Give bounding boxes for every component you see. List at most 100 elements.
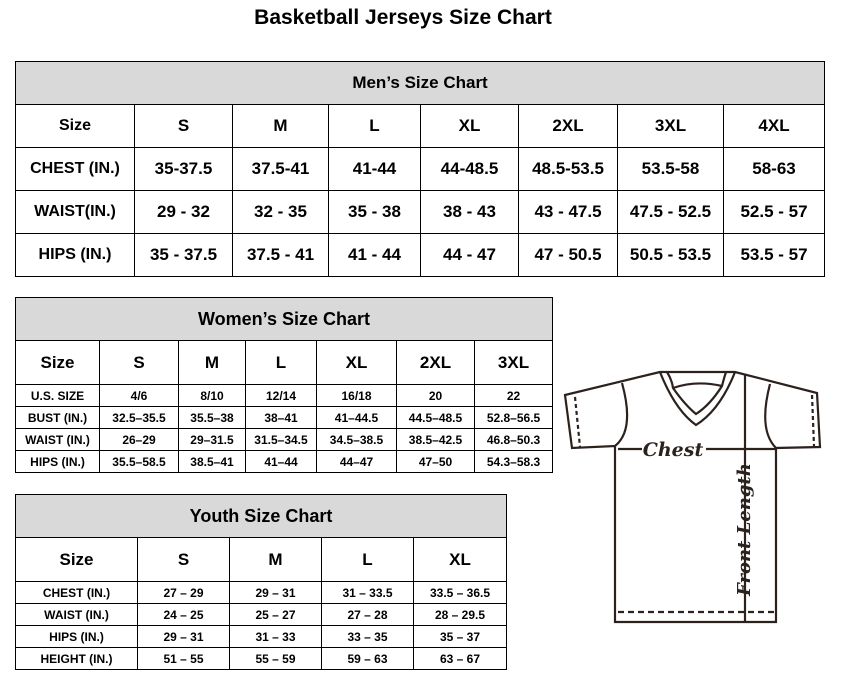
table-cell: 44 - 47 <box>420 233 519 277</box>
row-label: Size <box>15 104 135 148</box>
left-armhole <box>614 382 629 447</box>
table-cell: L <box>328 104 421 148</box>
row-label: Size <box>15 537 138 582</box>
table-cell: M <box>232 104 329 148</box>
table-cell: S <box>134 104 233 148</box>
collar <box>658 371 737 427</box>
youth-table-title: Youth Size Chart <box>14 494 508 538</box>
table-cell: 22 <box>473 384 554 407</box>
right-armhole <box>764 383 777 449</box>
page-title: Basketball Jerseys Size Chart <box>254 6 552 29</box>
youth-size-table: Youth Size Chart Size S M L XL CHEST (IN.) 27 … <box>14 494 508 670</box>
table-cell: 37.5 - 41 <box>232 233 329 277</box>
table-cell: 58-63 <box>722 147 826 191</box>
table-cell: 47–50 <box>396 450 475 473</box>
table-row: HIPS (IN.) 29 – 31 31 – 33 33 – 35 35 – 37 <box>15 625 508 648</box>
table-cell: 24 – 25 <box>137 603 230 626</box>
table-cell: 29 – 31 <box>137 625 230 648</box>
table-cell: 12/14 <box>245 384 317 407</box>
table-cell: 47 - 50.5 <box>518 233 618 277</box>
table-cell: 63 – 67 <box>412 647 508 670</box>
table-cell: 52.5 - 57 <box>722 190 826 234</box>
table-cell: 3XL <box>617 104 724 148</box>
table-cell: 26–29 <box>99 428 179 451</box>
table-cell: 53.5-58 <box>617 147 724 191</box>
table-cell: 50.5 - 53.5 <box>617 233 724 277</box>
row-label: HIPS (IN.) <box>15 625 138 648</box>
table-cell: 38.5–41 <box>178 450 246 473</box>
table-cell: 41-44 <box>328 147 421 191</box>
table-cell: XL <box>316 340 397 385</box>
table-cell: 4/6 <box>99 384 179 407</box>
table-cell: 35 – 37 <box>412 625 508 648</box>
row-label: CHEST (IN.) <box>15 581 138 604</box>
table-cell: 35-37.5 <box>134 147 233 191</box>
mens-table-title: Men’s Size Chart <box>14 61 826 105</box>
table-cell: L <box>321 537 414 582</box>
table-cell: 3XL <box>473 340 554 385</box>
table-cell: 35.5–58.5 <box>99 450 179 473</box>
table-row: HEIGHT (IN.) 51 – 55 55 – 59 59 – 63 63 – 67 <box>15 647 508 670</box>
table-cell: 4XL <box>722 104 826 148</box>
table-cell: 41 - 44 <box>328 233 421 277</box>
table-cell: 46.8–50.3 <box>473 428 554 451</box>
table-cell: 31 – 33.5 <box>321 581 414 604</box>
table-cell: 29 – 31 <box>229 581 322 604</box>
table-cell: S <box>99 340 179 385</box>
table-cell: 44–47 <box>316 450 397 473</box>
table-cell: 41–44.5 <box>316 406 397 429</box>
table-cell: 38–41 <box>245 406 317 429</box>
womens-table-title: Women’s Size Chart <box>14 297 554 341</box>
table-cell: 43 - 47.5 <box>518 190 618 234</box>
collar-inner <box>666 371 728 416</box>
mens-size-table: Men’s Size Chart Size S M L XL 2XL 3XL 4XL CHEST… <box>14 61 826 277</box>
table-cell: 34.5–38.5 <box>316 428 397 451</box>
table-cell: S <box>137 537 230 582</box>
table-cell: 48.5-53.5 <box>518 147 618 191</box>
table-row: U.S. SIZE 4/6 8/10 12/14 16/18 20 22 <box>15 384 554 407</box>
row-label: WAIST(IN.) <box>15 190 135 234</box>
table-cell: 47.5 - 52.5 <box>617 190 724 234</box>
table-cell: M <box>229 537 322 582</box>
table-row: WAIST (IN.) 26–29 29–31.5 31.5–34.5 34.5–38.… <box>15 428 554 451</box>
table-cell: 28 – 29.5 <box>412 603 508 626</box>
jersey-measurement-diagram: Chest Front Length <box>563 370 822 624</box>
table-cell: 59 – 63 <box>321 647 414 670</box>
table-cell: 27 – 29 <box>137 581 230 604</box>
table-cell: 33 – 35 <box>321 625 414 648</box>
table-row: CHEST (IN.) 35-37.5 37.5-41 41-44 44-48.5 48.… <box>15 147 826 191</box>
table-cell: 35 - 37.5 <box>134 233 233 277</box>
table-cell: 44.5–48.5 <box>396 406 475 429</box>
row-label: HIPS (IN.) <box>15 450 100 473</box>
table-cell: 32 - 35 <box>232 190 329 234</box>
row-label: WAIST (IN.) <box>15 603 138 626</box>
table-cell: 53.5 - 57 <box>722 233 826 277</box>
row-label: HIPS (IN.) <box>15 233 135 277</box>
row-label: CHEST (IN.) <box>15 147 135 191</box>
table-row: HIPS (IN.) 35 - 37.5 37.5 - 41 41 - 44 44 - … <box>15 233 826 277</box>
table-cell: 2XL <box>518 104 618 148</box>
table-cell: 32.5–35.5 <box>99 406 179 429</box>
womens-size-table: Women’s Size Chart Size S M L XL 2XL 3XL U.S. S… <box>14 297 554 473</box>
row-label: BUST (IN.) <box>15 406 100 429</box>
row-label: Size <box>15 340 100 385</box>
table-cell: 31 – 33 <box>229 625 322 648</box>
row-label: U.S. SIZE <box>15 384 100 407</box>
table-cell: 16/18 <box>316 384 397 407</box>
table-cell: 55 – 59 <box>229 647 322 670</box>
mens-table-body: Size S M L XL 2XL 3XL 4XL CHEST (IN.) 35-37.5 37.5… <box>15 104 826 277</box>
table-cell: 2XL <box>396 340 475 385</box>
size-header-row: Size S M L XL 2XL 3XL 4XL <box>15 104 826 148</box>
table-cell: 44-48.5 <box>420 147 519 191</box>
table-row: CHEST (IN.) 27 – 29 29 – 31 31 – 33.5 33.5 –… <box>15 581 508 604</box>
youth-table-body: Size S M L XL CHEST (IN.) 27 – 29 29 – 31 31 – 3… <box>15 537 508 670</box>
table-cell: 25 – 27 <box>229 603 322 626</box>
table-cell: XL <box>420 104 519 148</box>
table-cell: 29–31.5 <box>178 428 246 451</box>
table-cell: 33.5 – 36.5 <box>412 581 508 604</box>
table-cell: 52.8–56.5 <box>473 406 554 429</box>
row-label: WAIST (IN.) <box>15 428 100 451</box>
table-cell: 29 - 32 <box>134 190 233 234</box>
table-cell: 35.5–38 <box>178 406 246 429</box>
table-cell: 38.5–42.5 <box>396 428 475 451</box>
